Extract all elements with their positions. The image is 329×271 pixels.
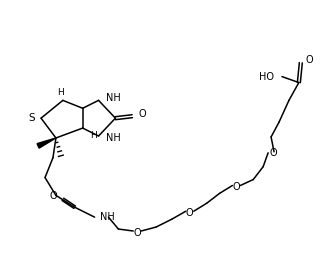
Text: O: O — [49, 191, 57, 201]
Text: O: O — [269, 148, 277, 158]
Text: NH: NH — [106, 93, 120, 103]
Text: O: O — [306, 55, 314, 65]
Text: O: O — [134, 228, 141, 238]
Text: NH: NH — [106, 133, 120, 143]
Text: O: O — [233, 182, 240, 192]
Text: S: S — [29, 113, 35, 123]
Polygon shape — [37, 138, 56, 148]
Text: O: O — [138, 109, 146, 119]
Text: HO: HO — [259, 72, 274, 82]
Text: H: H — [89, 131, 96, 140]
Text: NH: NH — [100, 212, 114, 222]
Text: H: H — [58, 88, 64, 97]
Text: O: O — [186, 208, 193, 218]
